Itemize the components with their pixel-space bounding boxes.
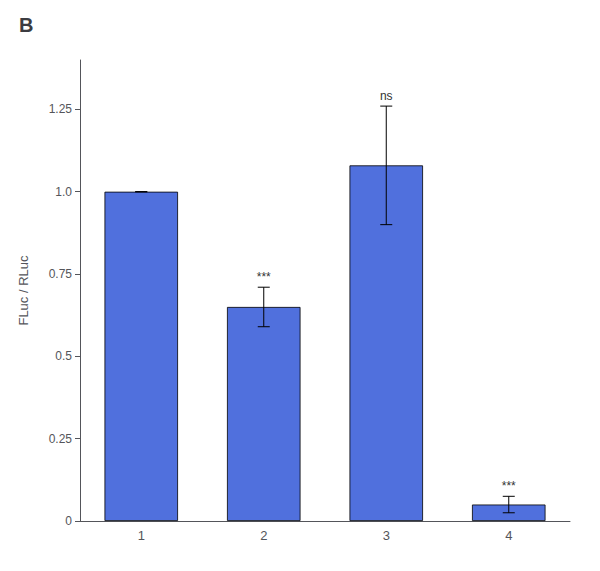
svg-text:1.25: 1.25 [49, 102, 73, 116]
svg-text:FLuc / RLuc: FLuc / RLuc [16, 255, 31, 326]
svg-text:2: 2 [260, 528, 267, 543]
svg-text:4: 4 [505, 528, 512, 543]
svg-text:1.0: 1.0 [55, 185, 72, 199]
svg-text:0.25: 0.25 [49, 432, 73, 446]
svg-text:0.75: 0.75 [49, 267, 73, 281]
svg-text:***: *** [502, 479, 516, 493]
svg-text:0: 0 [65, 514, 72, 528]
svg-text:1: 1 [138, 528, 145, 543]
svg-text:***: *** [257, 270, 271, 284]
svg-text:B: B [19, 14, 33, 36]
svg-text:3: 3 [383, 528, 390, 543]
svg-text:0.5: 0.5 [55, 349, 72, 363]
svg-text:ns: ns [380, 89, 393, 103]
